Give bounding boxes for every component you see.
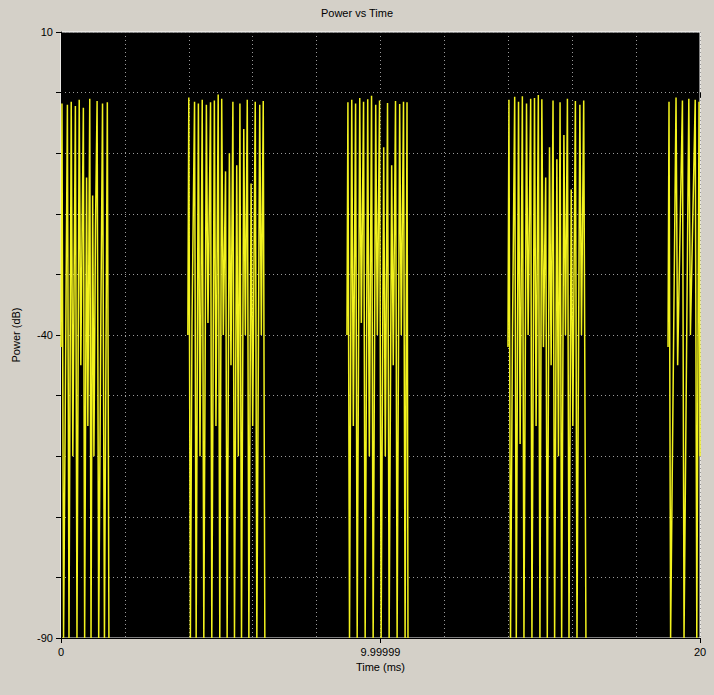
- svg-text:-40: -40: [37, 329, 53, 341]
- svg-text:Power vs Time: Power vs Time: [321, 7, 393, 19]
- svg-text:9.99999: 9.99999: [361, 646, 401, 658]
- svg-text:20: 20: [694, 646, 706, 658]
- svg-text:0: 0: [58, 646, 64, 658]
- svg-text:Time (ms): Time (ms): [356, 661, 405, 673]
- svg-text:10: 10: [41, 26, 53, 38]
- svg-text:Power (dB): Power (dB): [10, 307, 22, 362]
- svg-text:-90: -90: [37, 632, 53, 644]
